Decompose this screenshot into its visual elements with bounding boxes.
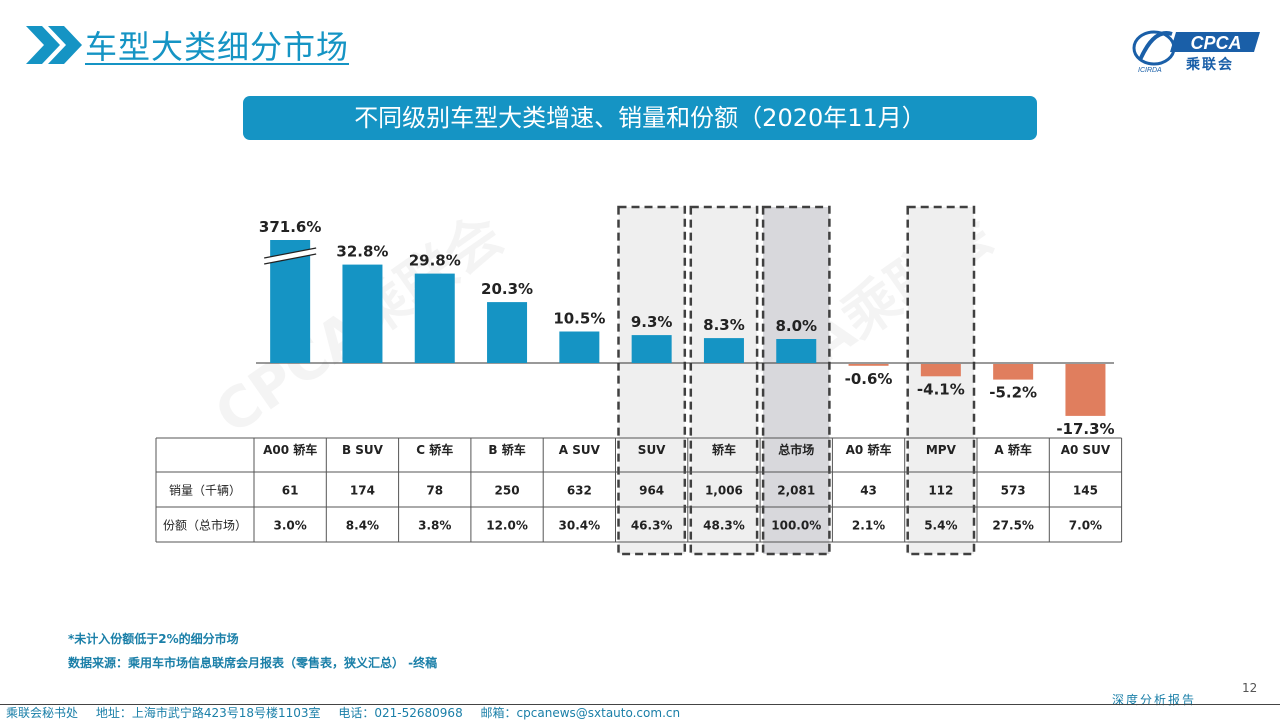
footnote-share: *未计入份额低于2%的细分市场 (68, 632, 239, 646)
bar (993, 364, 1034, 380)
bar (342, 264, 383, 363)
bar (1065, 364, 1106, 416)
category-label: A0 轿车 (846, 442, 892, 457)
category-label: MPV (926, 443, 957, 457)
bar (631, 335, 672, 363)
page-number: 12 (1242, 681, 1258, 695)
category-label: A 轿车 (994, 442, 1031, 457)
table-cell: 2.1% (852, 519, 885, 533)
table-cell: 8.4% (346, 519, 379, 533)
table-cell: 7.0% (1069, 519, 1102, 533)
data-label: -5.2% (989, 384, 1037, 402)
footer-contact: 乘联会秘书处 地址：上海市武宁路423号18号楼1103室 电话：021-526… (6, 704, 694, 721)
category-label: B 轿车 (488, 442, 525, 457)
chevron-right-icon (26, 26, 82, 64)
data-label: 8.3% (703, 316, 745, 334)
report-type-label: 深度分析报告 (1112, 693, 1197, 707)
table-cell: 61 (282, 484, 299, 498)
data-label: -4.1% (917, 380, 965, 398)
svg-text:CPCA: CPCA (1190, 33, 1241, 53)
data-label: -17.3% (1056, 420, 1114, 438)
bar (703, 338, 744, 363)
footer-divider (0, 704, 1280, 705)
highlight-box-10 (906, 205, 976, 556)
table-cell: 112 (928, 484, 953, 498)
cpca-logo: CPCA ICIRDA (1132, 30, 1260, 74)
data-label: 20.3% (481, 280, 533, 298)
category-label: 总市场 (778, 442, 814, 457)
axis-break-mark (264, 248, 317, 264)
table-cell: 250 (495, 484, 520, 498)
footer-org: 乘联会秘书处 (6, 706, 79, 720)
table-cell: 573 (1001, 484, 1026, 498)
table-cell: 2,081 (777, 484, 815, 498)
table-row-label: 销量（千辆） (169, 484, 241, 498)
table-cell: 964 (639, 484, 664, 498)
data-label: 371.6% (259, 218, 321, 236)
data-label: 10.5% (553, 310, 605, 328)
chart-banner-title: 不同级别车型大类增速、销量和份额（2020年11月） (243, 96, 1037, 140)
highlight-box-6 (617, 205, 687, 556)
category-label: A00 轿车 (263, 442, 317, 457)
table-cell: 46.3% (631, 519, 673, 533)
bar (776, 339, 817, 363)
growth-bar-chart: CPCA乘联会CPCA乘联会371.6%32.8%29.8%20.3%10.5%… (155, 202, 1123, 556)
category-label: B SUV (342, 443, 384, 457)
table-cell: 48.3% (703, 519, 745, 533)
table-cell: 632 (567, 484, 592, 498)
footer-email[interactable]: 邮箱：cpcanews@sxtauto.com.cn (480, 706, 681, 720)
table-cell: 5.4% (924, 519, 957, 533)
bar (848, 364, 889, 366)
table-cell: 27.5% (992, 519, 1034, 533)
page-title: 车型大类细分市场 (85, 28, 350, 66)
category-label: A0 SUV (1061, 443, 1111, 457)
axis-break-line (264, 247, 317, 259)
category-label: SUV (638, 443, 666, 457)
table-cell: 3.8% (418, 519, 451, 533)
table-cell: 12.0% (486, 519, 528, 533)
table-cell: 43 (860, 484, 877, 498)
data-label: 29.8% (409, 252, 461, 270)
data-label: 9.3% (631, 313, 673, 331)
table-cell: 30.4% (559, 519, 601, 533)
axis-break-line (264, 253, 317, 265)
table-cell: 145 (1073, 484, 1098, 498)
logo-chinese-name: 乘联会 (1186, 57, 1234, 73)
bar (559, 331, 600, 363)
footer-phone: 电话：021-52680968 (338, 706, 463, 720)
table-cell: 1,006 (705, 484, 743, 498)
category-label: 轿车 (712, 442, 736, 457)
table-cell: 78 (426, 484, 443, 498)
table-cell: 174 (350, 484, 375, 498)
category-label: A SUV (559, 443, 601, 457)
svg-text:ICIRDA: ICIRDA (1138, 67, 1162, 74)
data-label: 8.0% (775, 317, 817, 335)
category-label: C 轿车 (416, 442, 453, 457)
data-source-note: 数据来源：乘用车市场信息联席会月报表（零售表，狭义汇总） -终稿 (68, 656, 438, 670)
table-row-label: 份额（总市场） (163, 518, 247, 533)
bar (487, 302, 528, 363)
footer-address: 地址：上海市武宁路423号18号楼1103室 (95, 706, 321, 720)
data-label: 32.8% (336, 243, 388, 261)
table-cell: 3.0% (274, 519, 307, 533)
bar (414, 273, 455, 363)
highlight-box-7 (689, 205, 759, 556)
data-label: -0.6% (845, 370, 893, 388)
bar (920, 364, 961, 377)
table-cell: 100.0% (771, 519, 821, 533)
highlight-box-8 (761, 205, 831, 556)
